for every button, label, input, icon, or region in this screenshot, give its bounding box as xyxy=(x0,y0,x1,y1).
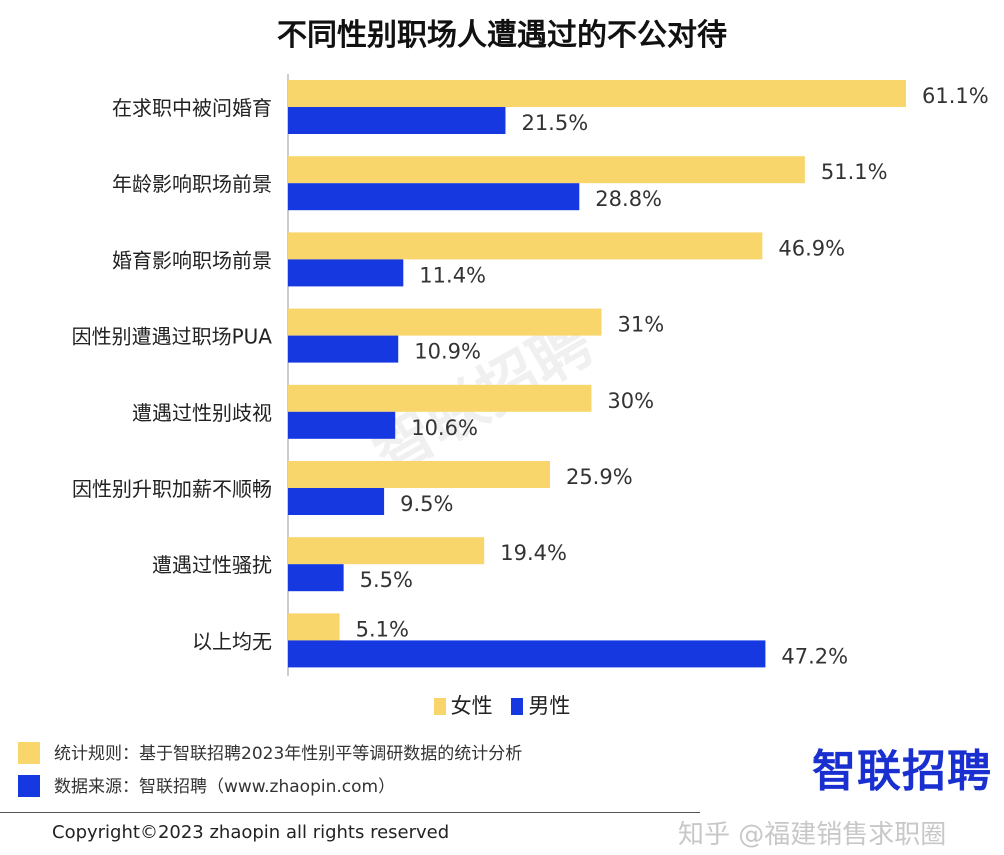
bar-female xyxy=(288,80,906,107)
category-label: 在求职中被问婚育 xyxy=(112,96,272,120)
data-label-female: 31% xyxy=(618,313,665,337)
bar-male xyxy=(288,640,766,668)
data-label-male: 21.5% xyxy=(521,111,588,135)
category-label: 年龄影响职场前景 xyxy=(112,172,272,196)
data-label-male: 10.9% xyxy=(414,340,481,364)
category-label: 因性别遭遇过职场PUA xyxy=(72,325,273,349)
bar-male xyxy=(288,183,580,211)
category-label: 婚育影响职场前景 xyxy=(112,248,272,272)
note-data-source-text: 数据来源：智联招聘（www.zhaopin.com） xyxy=(54,777,396,797)
note-data-source: 数据来源：智联招聘（www.zhaopin.com） xyxy=(18,772,395,797)
bar-female xyxy=(288,461,550,488)
data-label-female: 5.1% xyxy=(356,617,409,641)
data-label-female: 61.1% xyxy=(922,84,989,108)
copyright: Copyright©2023 zhaopin all rights reserv… xyxy=(52,822,450,843)
bar-male xyxy=(288,488,385,515)
category-label: 遭遇过性别歧视 xyxy=(132,401,272,425)
legend-item-male: 男性 xyxy=(511,694,570,718)
legend-item-female: 女性 xyxy=(433,694,493,718)
bar-female xyxy=(288,384,592,412)
data-label-male: 28.8% xyxy=(595,187,662,211)
category-label: 遭遇过性骚扰 xyxy=(152,553,272,577)
data-label-male: 47.2% xyxy=(781,644,848,668)
bar-male xyxy=(288,259,404,287)
bar-male xyxy=(288,335,399,363)
data-label-female: 19.4% xyxy=(500,541,567,565)
data-label-female: 46.9% xyxy=(778,236,845,260)
legend-label-male: 男性 xyxy=(528,694,571,718)
bar-female xyxy=(288,232,763,260)
note-swatch-yellow xyxy=(18,742,40,764)
legend-swatch-female xyxy=(433,698,446,715)
data-label-female: 30% xyxy=(607,389,654,413)
note-stat-rule-text: 统计规则：基于智联招聘2023年性别平等调研数据的统计分析 xyxy=(54,744,523,764)
note-swatch-blue xyxy=(18,775,40,797)
legend: 女性 男性 xyxy=(0,690,1004,720)
data-label-male: 10.6% xyxy=(411,416,478,440)
category-label: 以上均无 xyxy=(192,629,272,653)
data-label-male: 5.5% xyxy=(360,568,413,592)
data-label-male: 9.5% xyxy=(400,492,453,516)
note-stat-rule: 统计规则：基于智联招聘2023年性别平等调研数据的统计分析 xyxy=(18,739,522,764)
bar-male xyxy=(288,107,506,134)
bar-male xyxy=(288,564,344,592)
source-watermark: 知乎 @福建销售求职圈 xyxy=(678,820,947,850)
bar-female xyxy=(288,156,805,184)
chart-title: 不同性别职场人遭遇过的不公对待 xyxy=(277,18,727,53)
data-label-female: 51.1% xyxy=(821,160,888,184)
divider xyxy=(0,812,700,813)
bar-female xyxy=(288,613,340,641)
bar-female xyxy=(288,537,485,565)
legend-label-female: 女性 xyxy=(450,694,493,718)
data-label-male: 11.4% xyxy=(419,263,486,287)
bar-male xyxy=(288,411,396,439)
data-label-female: 25.9% xyxy=(566,465,633,489)
bar-female xyxy=(288,308,602,336)
bar-chart: 在求职中被问婚育 61.1% 21.5% 年龄影响职场前景 51.1% 28.8% 婚育影响… xyxy=(72,74,989,676)
zhaopin-logo: 智联招聘 xyxy=(812,746,992,797)
legend-swatch-male xyxy=(511,698,524,715)
category-label: 因性别升职加薪不顺畅 xyxy=(72,477,272,501)
